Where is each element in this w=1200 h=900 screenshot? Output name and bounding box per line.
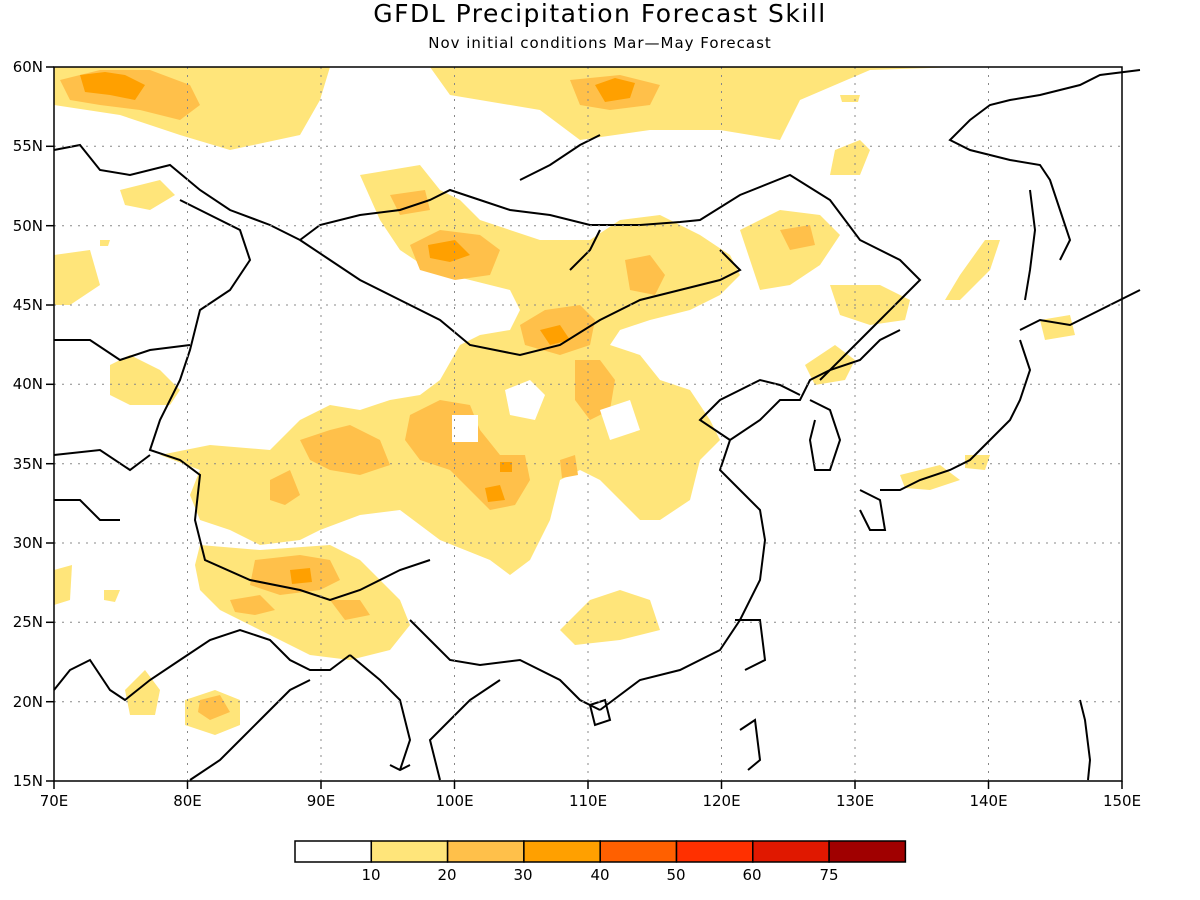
- colorbar-swatch: [370, 840, 449, 863]
- lat-tick-label: 60N: [13, 58, 43, 76]
- lon-tick-label: 110E: [569, 792, 607, 810]
- lon-tick-label: 130E: [836, 792, 874, 810]
- lat-tick-label: 15N: [13, 772, 43, 790]
- colorbar: 10 20 30 40 50 60 75: [294, 840, 907, 884]
- lon-tick-label: 80E: [173, 792, 202, 810]
- map-subtitle: Nov initial conditions Mar—May Forecast: [428, 34, 772, 52]
- colorbar-label: 50: [666, 866, 685, 884]
- map-title: GFDL Precipitation Forecast Skill: [373, 0, 827, 28]
- lat-tick-label: 45N: [13, 296, 43, 314]
- colorbar-swatch: [828, 840, 907, 863]
- colorbar-swatch: [446, 840, 525, 863]
- lat-tick-label: 50N: [13, 217, 43, 235]
- lat-tick-label: 40N: [13, 375, 43, 393]
- lat-tick-label: 30N: [13, 534, 43, 552]
- lon-tick-label: 150E: [1103, 792, 1141, 810]
- grid-lines: [54, 67, 1122, 781]
- colorbar-label: 10: [361, 866, 380, 884]
- colorbar-swatch: [752, 840, 830, 863]
- lat-tick-label: 35N: [13, 455, 43, 473]
- lon-tick-label: 140E: [969, 792, 1007, 810]
- colorbar-swatch: [675, 840, 754, 863]
- colorbar-swatch: [523, 840, 601, 863]
- lat-tick-label: 20N: [13, 693, 43, 711]
- colorbar-label: 40: [590, 866, 609, 884]
- colorbar-label: 30: [513, 866, 532, 884]
- colorbar-swatch: [294, 840, 373, 863]
- lat-tick-label: 25N: [13, 613, 43, 631]
- coastlines-and-borders: [53, 69, 1141, 781]
- colorbar-label: 75: [819, 866, 838, 884]
- lon-tick-label: 90E: [307, 792, 336, 810]
- lon-tick-label: 100E: [435, 792, 473, 810]
- skill-shading: [54, 67, 1075, 735]
- lat-tick-label: 55N: [13, 137, 43, 155]
- tick-marks: [46, 66, 1123, 789]
- colorbar-label: 60: [742, 866, 761, 884]
- lon-tick-label: 70E: [40, 792, 69, 810]
- colorbar-label: 20: [437, 866, 456, 884]
- colorbar-boxes: [294, 840, 907, 863]
- lon-tick-label: 120E: [702, 792, 740, 810]
- colorbar-swatch: [599, 840, 678, 863]
